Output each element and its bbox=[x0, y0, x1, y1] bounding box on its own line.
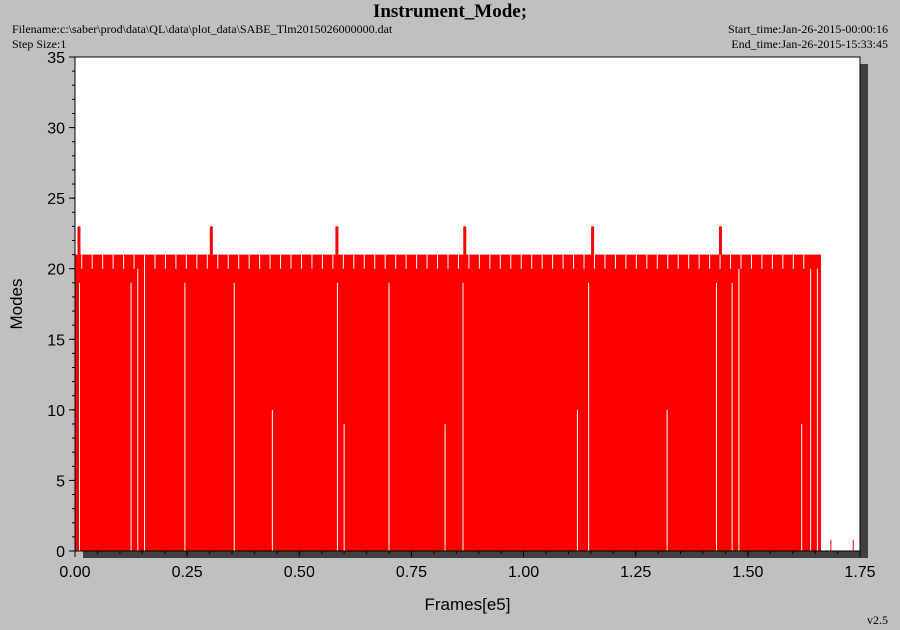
filename-text: Filename:c:\saber\prod\data\QL\data\plot… bbox=[12, 22, 393, 36]
end-time-text: End_time:Jan-26-2015-15:33:45 bbox=[731, 37, 888, 51]
y-tick-label: 25 bbox=[47, 191, 65, 208]
y-tick-label: 15 bbox=[47, 332, 65, 349]
y-tick-label: 10 bbox=[47, 403, 65, 420]
x-tick-label: 1.75 bbox=[844, 564, 875, 581]
x-tick-label: 0.25 bbox=[172, 564, 203, 581]
y-tick-label: 35 bbox=[47, 50, 65, 67]
x-axis-label: Frames[e5] bbox=[425, 595, 511, 614]
version-label: v2.5 bbox=[867, 613, 888, 627]
mode-spike bbox=[77, 226, 81, 255]
x-tick-label: 0.50 bbox=[284, 564, 315, 581]
y-tick-label: 20 bbox=[47, 262, 65, 279]
x-tick-label: 1.50 bbox=[732, 564, 763, 581]
x-tick-label: 0.75 bbox=[396, 564, 427, 581]
x-tick-label: 0.00 bbox=[59, 564, 90, 581]
mode-fill bbox=[75, 254, 821, 551]
y-tick-label: 30 bbox=[47, 121, 65, 138]
step-size-text: Step Size:1 bbox=[12, 37, 67, 51]
mode-spike bbox=[335, 226, 339, 255]
y-tick-label: 0 bbox=[56, 544, 65, 561]
mode-spike bbox=[463, 226, 467, 255]
y-tick-label: 5 bbox=[56, 473, 65, 490]
start-time-text: Start_time:Jan-26-2015-00:00:16 bbox=[728, 22, 888, 36]
x-tick-label: 1.00 bbox=[508, 564, 539, 581]
mode-spike bbox=[209, 226, 213, 255]
chart-title: Instrument_Mode; bbox=[372, 1, 528, 22]
mode-spike bbox=[718, 226, 722, 255]
mode-spike bbox=[591, 226, 595, 255]
x-tick-label: 1.25 bbox=[620, 564, 651, 581]
y-axis-label: Modes bbox=[7, 278, 26, 329]
